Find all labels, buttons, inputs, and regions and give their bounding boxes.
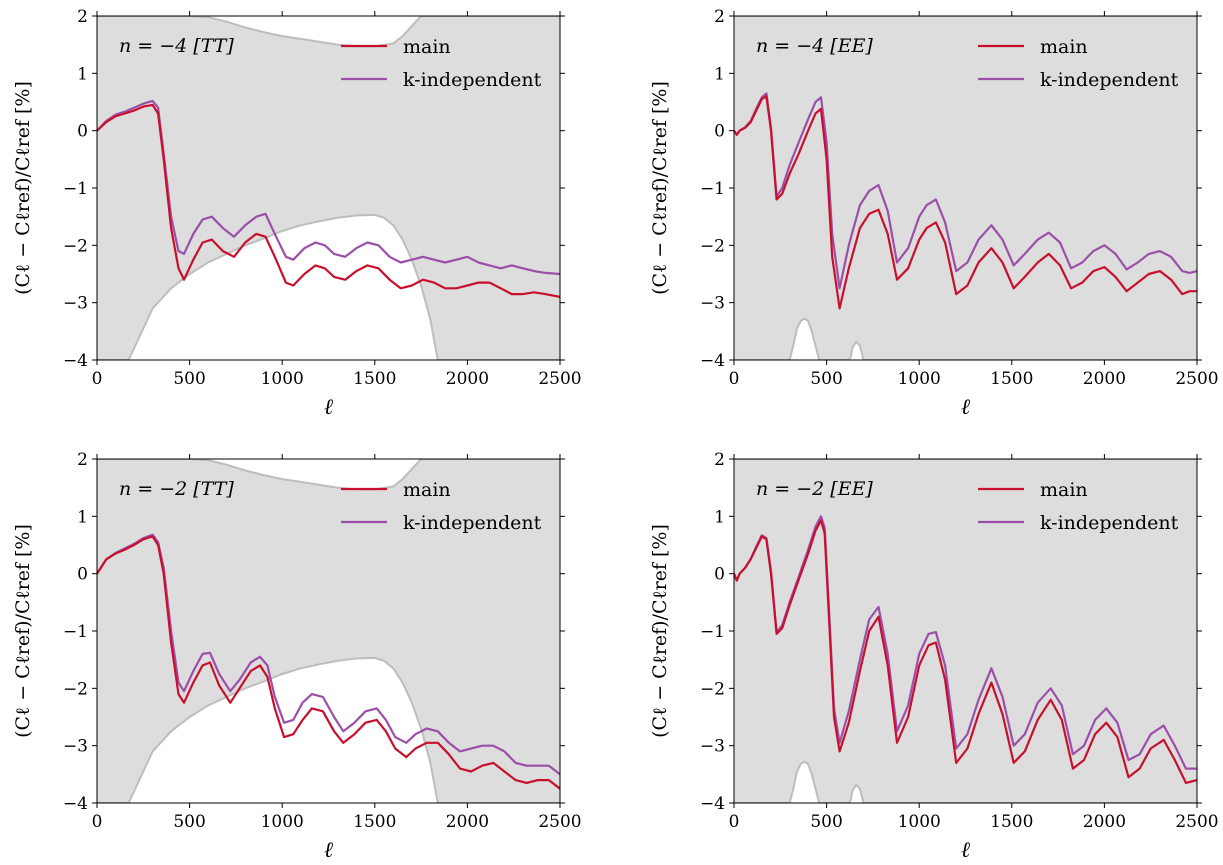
x-tick-label: 0: [92, 812, 103, 832]
x-axis-label: ℓ: [961, 395, 971, 420]
series-line-main: [734, 95, 1197, 310]
y-tick-label: −4: [700, 351, 725, 371]
y-tick-label: 2: [714, 450, 725, 470]
band-upper-edge: [97, 16, 560, 48]
y-tick-label: −2: [700, 236, 725, 256]
legend-label-k-independent: k-independent: [403, 512, 542, 534]
y-tick-label: 2: [77, 7, 88, 27]
y-tick-label: −4: [63, 794, 88, 814]
x-tick-label: 500: [173, 369, 205, 389]
y-tick-label: −2: [63, 679, 88, 699]
y-tick-label: 1: [714, 64, 725, 84]
legend: main k-independent: [978, 36, 1179, 91]
y-tick-label: −2: [63, 236, 88, 256]
band-lower-edge: [97, 656, 560, 803]
x-tick-label: 1000: [898, 812, 941, 832]
legend-label-main: main: [1040, 36, 1088, 58]
y-tick-label: −1: [63, 179, 88, 199]
allowed-region-band: [97, 16, 560, 360]
y-tick-label: 0: [714, 122, 725, 142]
x-tick-label: 1500: [990, 369, 1033, 389]
x-tick-label: 2500: [1175, 812, 1218, 832]
x-tick-label: 1500: [353, 369, 396, 389]
y-tick-label: 2: [77, 450, 88, 470]
legend: main k-independent: [341, 479, 542, 534]
x-tick-label: 1500: [990, 812, 1033, 832]
band-lower-edge: [734, 317, 1197, 360]
y-tick-label: −4: [63, 351, 88, 371]
x-tick-label: 0: [92, 369, 103, 389]
y-tick-label: −3: [63, 294, 88, 314]
x-tick-label: 500: [810, 369, 842, 389]
x-tick-label: 1500: [353, 812, 396, 832]
y-tick-label: 0: [77, 565, 88, 585]
y-tick-label: −2: [700, 679, 725, 699]
y-tick-label: 0: [77, 122, 88, 142]
y-axis-label: (Cℓ − Cℓref)/Cℓref [%]: [12, 524, 34, 738]
x-tick-label: 2500: [1175, 369, 1218, 389]
legend-label-k-independent: k-independent: [403, 69, 542, 91]
legend-label-k-independent: k-independent: [1040, 512, 1179, 534]
x-tick-label: 0: [729, 812, 740, 832]
chart-panel-3: 0 500 1000 1500 2000 2500 −4 −3 −2 −1 0 1 2 ℓ (Cℓ − Cℓ…: [12, 450, 582, 863]
x-tick-label: 2000: [446, 812, 489, 832]
panel-title: n = −4 [EE]: [756, 35, 873, 57]
x-tick-label: 2000: [446, 369, 489, 389]
series-line-k-independent: [97, 533, 560, 776]
x-axis-label: ℓ: [324, 838, 334, 863]
legend-label-main: main: [1040, 479, 1088, 501]
y-tick-label: −1: [700, 179, 725, 199]
panel-title: n = −2 [EE]: [756, 478, 873, 500]
series-line-main: [734, 519, 1197, 785]
y-axis-label: (Cℓ − Cℓref)/Cℓref [%]: [12, 81, 34, 295]
x-tick-label: 2000: [1083, 369, 1126, 389]
legend: main k-independent: [978, 479, 1179, 534]
legend-label-k-independent: k-independent: [1040, 69, 1179, 91]
x-tick-label: 1000: [261, 369, 304, 389]
band-lower-edge: [97, 213, 560, 360]
x-axis-label: ℓ: [961, 838, 971, 863]
allowed-region-band: [734, 16, 1197, 360]
x-tick-label: 2500: [538, 369, 581, 389]
legend-label-main: main: [403, 479, 451, 501]
chart-panel-2: 0 500 1000 1500 2000 2500 −4 −3 −2 −1 0 1 2 ℓ (Cℓ − Cℓ…: [649, 7, 1219, 420]
y-tick-label: −3: [63, 737, 88, 757]
band-upper-edge: [97, 459, 560, 491]
allowed-region-band: [97, 459, 560, 803]
y-tick-label: −3: [700, 737, 725, 757]
y-tick-label: −1: [700, 622, 725, 642]
y-tick-label: 1: [714, 507, 725, 527]
legend-label-main: main: [403, 36, 451, 58]
chart-panel-4: 0 500 1000 1500 2000 2500 −4 −3 −2 −1 0 1 2 ℓ (Cℓ − Cℓ…: [649, 450, 1219, 863]
band-lower-edge: [734, 760, 1197, 803]
y-tick-label: −1: [63, 622, 88, 642]
panel-title: n = −2 [TT]: [119, 478, 234, 500]
y-tick-label: 0: [714, 565, 725, 585]
legend: main k-independent: [341, 36, 542, 91]
x-tick-label: 2000: [1083, 812, 1126, 832]
x-tick-label: 500: [810, 812, 842, 832]
x-tick-label: 0: [729, 369, 740, 389]
x-tick-label: 500: [173, 812, 205, 832]
y-tick-label: −4: [700, 794, 725, 814]
x-tick-label: 1000: [898, 369, 941, 389]
series-line-main: [97, 103, 560, 298]
y-tick-label: 1: [77, 64, 88, 84]
x-axis-label: ℓ: [324, 395, 334, 420]
series-line-main: [97, 535, 560, 790]
y-axis-label: (Cℓ − Cℓref)/Cℓref [%]: [649, 81, 671, 295]
x-tick-label: 1000: [261, 812, 304, 832]
x-tick-label: 2500: [538, 812, 581, 832]
y-tick-label: −3: [700, 294, 725, 314]
chart-panel-1: 0 500 1000 1500 2000 2500 −4 −3 −2 −1 0 1 2 ℓ (Cℓ − Cℓ…: [12, 7, 582, 420]
y-tick-label: 2: [714, 7, 725, 27]
y-axis-label: (Cℓ − Cℓref)/Cℓref [%]: [649, 524, 671, 738]
y-tick-label: 1: [77, 507, 88, 527]
panel-title: n = −4 [TT]: [119, 35, 234, 57]
